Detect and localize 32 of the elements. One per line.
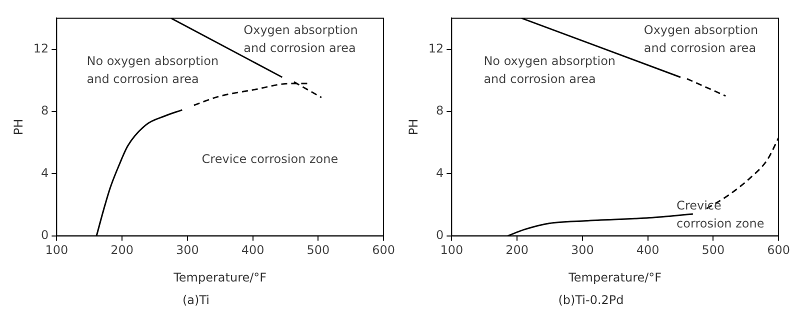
x-tick-label: 100 [45, 243, 68, 258]
x-tick-label: 400 [241, 243, 264, 258]
x-tick-label: 200 [506, 243, 528, 258]
annotation: Oxygen absorption and corrosion area [644, 22, 758, 55]
y-tick-label: 4 [436, 166, 444, 180]
text: (b)Ti-0.2Pd [558, 292, 624, 307]
x-tick-label: 600 [372, 243, 395, 258]
annotation: No oxygen absorption and corrosion area [86, 54, 219, 86]
annotation: Oxygen absorption and corrosion area [244, 22, 358, 55]
x-tick-label: 500 [306, 243, 330, 258]
y-axis-title: PH [406, 118, 420, 136]
x-axis-title: Temperature/°F [172, 270, 267, 285]
y-axis-title: PH [11, 118, 26, 136]
annotation: Crevice corrosion zone [202, 152, 338, 166]
x-tick-label: 600 [767, 243, 790, 258]
annotation: No oxygen absorption and corrosion area [484, 54, 616, 86]
x-tick-label: 200 [110, 243, 134, 258]
y-tick-label: 0 [41, 228, 49, 242]
x-axis-title: Temperature/°F [568, 270, 662, 285]
x-tick-label: 100 [440, 243, 464, 258]
x-tick-label: 300 [570, 243, 594, 258]
y-tick-label: 8 [436, 104, 444, 118]
x-tick-label: 400 [636, 243, 660, 258]
y-tick-label: 0 [436, 228, 444, 242]
x-tick-label: 300 [176, 243, 199, 258]
text: (a)Ti [182, 292, 210, 307]
y-tick-label: 12 [33, 41, 49, 56]
x-tick-label: 500 [702, 243, 725, 258]
y-tick-label: 12 [428, 41, 444, 56]
y-tick-label: 8 [41, 104, 49, 118]
y-tick-label: 4 [41, 166, 49, 180]
annotation: Crevice corrosion zone [676, 198, 764, 230]
